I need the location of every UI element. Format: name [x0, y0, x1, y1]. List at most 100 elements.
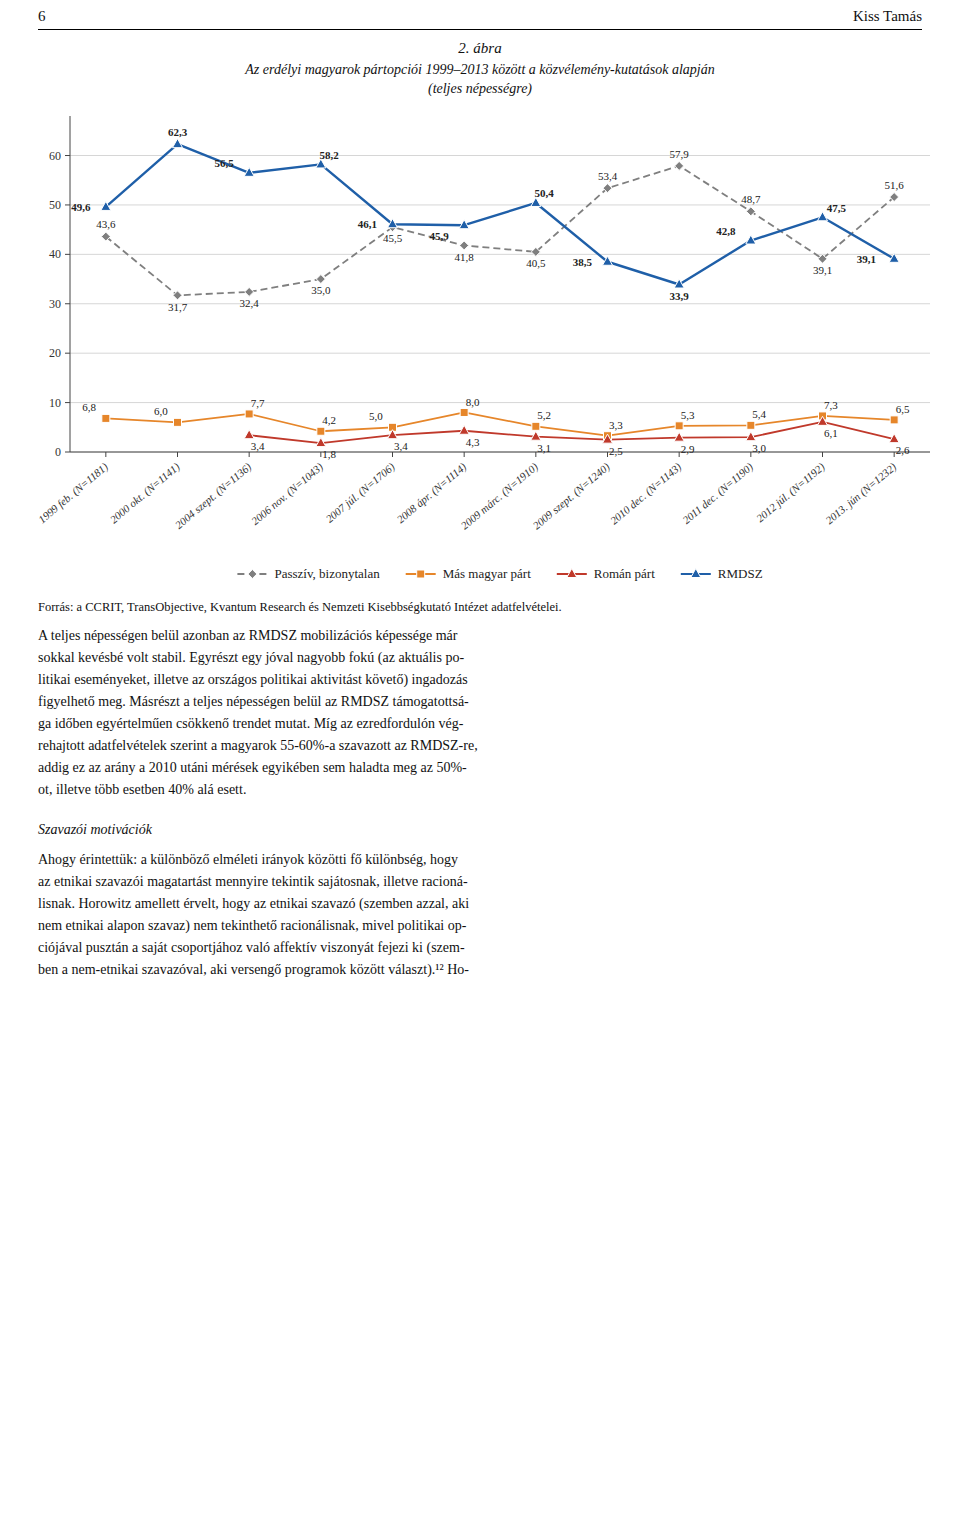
x-tick-label: 2010 dec. (N=1143) [608, 460, 685, 527]
legend-label: Román párt [594, 566, 655, 581]
body-text: figyelhető meg. Másrészt a teljes népess… [38, 694, 469, 710]
data-label: 7,7 [251, 397, 265, 409]
data-label: 3,4 [251, 440, 265, 452]
x-tick [464, 452, 465, 457]
body-text: Ahogy érintettük: a különböző elméleti i… [38, 852, 458, 868]
x-tick-label: 2011 dec. (N=1190) [680, 460, 756, 527]
data-point [460, 408, 468, 416]
x-tick-label: 2000 okt. (N=1141) [107, 460, 182, 526]
data-label: 6,1 [824, 427, 838, 439]
data-point [603, 184, 612, 193]
data-point [245, 287, 254, 296]
data-label: 48,7 [741, 193, 761, 205]
legend-item: Román párt [557, 566, 655, 581]
data-labels: 43,631,732,435,045,541,840,553,457,948,7… [71, 126, 910, 461]
body-text: addig ez az arány a 2010 utáni mérések e… [38, 760, 467, 776]
data-point [603, 256, 613, 265]
y-tick [65, 303, 70, 304]
data-label: 8,0 [466, 396, 480, 408]
grid-line [70, 402, 930, 403]
data-point [101, 201, 111, 210]
data-point [531, 247, 540, 256]
data-point [531, 431, 541, 440]
data-label: 3,3 [609, 419, 623, 431]
data-label: 3,4 [394, 440, 408, 452]
y-tick [65, 353, 70, 354]
data-label: 45,5 [383, 232, 403, 244]
data-point [460, 241, 469, 250]
body-text: ciójával pusztán a saját csoportjához va… [38, 940, 465, 956]
y-tick-label: 30 [49, 297, 61, 311]
body-text: litikai eseményeket, illetve az országos… [38, 672, 468, 688]
y-axis-line [70, 116, 71, 452]
data-point [889, 434, 899, 443]
x-tick-label: 1999 feb. (N=1181) [36, 460, 111, 526]
x-tick [535, 452, 536, 457]
x-tick [249, 452, 250, 457]
y-tick [65, 204, 70, 205]
data-label: 58,2 [320, 149, 340, 161]
data-label: 35,0 [311, 284, 331, 296]
data-label: 5,2 [537, 409, 551, 421]
page: 6Kiss Tamás2. ábraAz erdélyi magyarok pá… [0, 0, 960, 1521]
y-tick-label: 20 [49, 346, 61, 360]
data-point [244, 430, 254, 439]
chart: 01020304050601999 feb. (N=1181)2000 okt.… [0, 102, 960, 592]
y-tick-label: 60 [49, 149, 61, 163]
data-label: 42,8 [716, 225, 736, 237]
data-label: 33,9 [670, 290, 690, 302]
data-point [317, 427, 325, 435]
x-tick-label: 2004 szept. (N=1136) [173, 460, 255, 532]
body-text: nem etnikai alapon szavaz) nem tekinthet… [38, 918, 466, 934]
legend-marker [248, 570, 257, 579]
body-text: A teljes népességen belül azonban az RMD… [38, 628, 458, 644]
x-axis-line [70, 452, 930, 453]
data-point [173, 139, 183, 148]
legend-item: RMDSZ [681, 566, 763, 581]
data-point [316, 438, 326, 447]
data-label: 47,5 [827, 202, 847, 214]
chart-title: 2. ábra [0, 40, 960, 57]
series-line [106, 166, 894, 295]
page-number: 6 [38, 8, 46, 25]
body-text: ben a nem-etnikai szavazóval, aki versen… [38, 962, 469, 978]
grid-line [70, 155, 930, 156]
data-label: 3,0 [752, 442, 766, 454]
data-point [174, 418, 182, 426]
x-tick [177, 452, 178, 457]
data-point [674, 432, 684, 441]
x-axis: 1999 feb. (N=1181)2000 okt. (N=1141)2004… [36, 452, 900, 532]
data-label: 4,2 [322, 414, 336, 426]
data-label: 57,9 [670, 148, 690, 160]
data-point [459, 425, 469, 434]
x-tick-label: 2009 márc. (N=1910) [458, 460, 541, 532]
data-label: 5,3 [681, 409, 695, 421]
body-text: ga időben egyértelműen csökkenő trendet … [38, 716, 463, 732]
data-point [890, 416, 898, 424]
data-label: 2,5 [609, 445, 623, 457]
data-point [675, 422, 683, 430]
grid-line [70, 303, 930, 304]
y-tick [65, 452, 70, 453]
legend-label: Más magyar párt [443, 566, 531, 581]
data-point [173, 291, 182, 300]
header-rule [38, 29, 922, 30]
y-tick [65, 254, 70, 255]
x-tick-label: 2013. jún (N=1232) [823, 460, 899, 527]
legend-label: RMDSZ [718, 566, 763, 581]
y-tick-label: 0 [55, 445, 61, 459]
data-point [746, 235, 756, 244]
grid-line [70, 204, 930, 205]
data-label: 41,8 [455, 251, 475, 263]
data-label: 46,1 [358, 218, 377, 230]
y-tick [65, 402, 70, 403]
data-label: 43,6 [96, 218, 116, 230]
plot-area [101, 139, 899, 447]
x-tick [392, 452, 393, 457]
data-label: 1,8 [322, 448, 336, 460]
x-tick [822, 452, 823, 457]
body-text: sokkal kevésbé volt stabil. Egyrészt egy… [38, 650, 464, 666]
legend: Passzív, bizonytalanMás magyar pártRomán… [237, 566, 762, 581]
data-label: 4,3 [466, 436, 480, 448]
y-tick [65, 155, 70, 156]
